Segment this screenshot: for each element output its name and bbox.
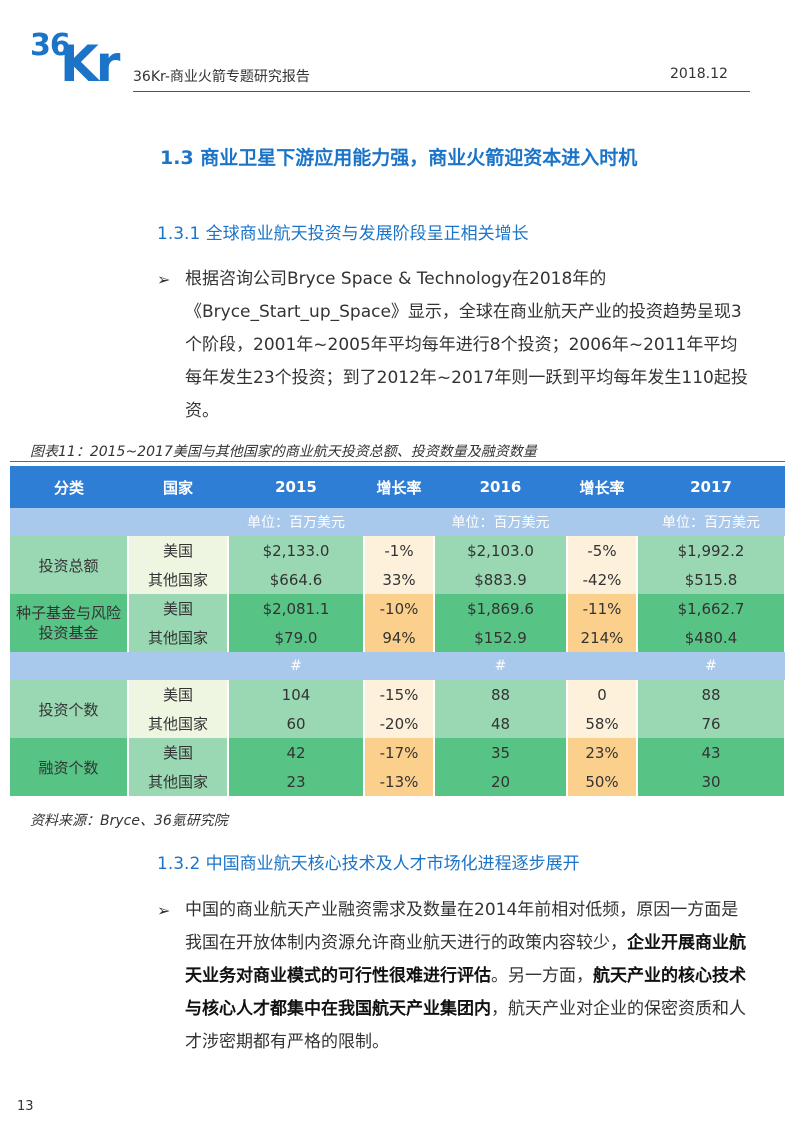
- page-number: 13: [17, 1099, 34, 1114]
- subsection-title-2: 1.3.2 中国商业航天核心技术及人才市场化进程逐步展开: [157, 854, 580, 874]
- value-cell: 60: [228, 709, 365, 738]
- value-cell: $515.8: [637, 565, 786, 594]
- table-row: 其他国家 23 -13% 20 50% 30: [10, 767, 786, 796]
- category-cell: 种子基金与风险投资基金: [10, 594, 129, 652]
- rate-cell: -17%: [364, 738, 435, 767]
- value-cell: 43: [637, 738, 786, 767]
- value-cell: 35: [434, 738, 568, 767]
- header-divider: [133, 91, 750, 92]
- value-cell: $2,103.0: [434, 536, 568, 565]
- value-cell: 104: [228, 680, 365, 709]
- paragraph-china: 中国的商业航天产业融资需求及数量在2014年前相对低频，原因一方面是我国在开放体…: [185, 894, 750, 1059]
- country-cell: 其他国家: [128, 767, 229, 796]
- table-row: 投资个数 美国 104 -15% 88 0 88: [10, 680, 786, 738]
- rate-cell: 214%: [567, 623, 638, 652]
- table-row: 种子基金与风险投资基金 美国 $2,081.1 -10% $1,869.6 -1…: [10, 594, 786, 652]
- value-cell: $480.4: [637, 623, 786, 652]
- col-header-category: 分类: [10, 466, 128, 508]
- value-cell: $883.9: [434, 565, 568, 594]
- rate-cell: -15%: [364, 680, 435, 709]
- rate-cell: 23%: [567, 738, 638, 767]
- figure-caption: 图表11：2015~2017美国与其他国家的商业航天投资总额、投资数量及融资数量: [30, 444, 537, 460]
- rate-cell: 50%: [567, 767, 638, 796]
- table-row: 投资总额 美国 $2,133.0 -1% $2,103.0 -5% $1,992…: [10, 536, 786, 594]
- country-cell: 美国: [128, 594, 229, 623]
- value-cell: $79.0: [228, 623, 365, 652]
- value-cell: 30: [637, 767, 786, 796]
- subsection-title-1: 1.3.1 全球商业航天投资与发展阶段呈正相关增长: [157, 224, 529, 244]
- unit-label: 单位：百万美元: [637, 508, 785, 536]
- table-row: 其他国家 $79.0 94% $152.9 214% $480.4: [10, 623, 786, 652]
- paragraph-emphasis: 航天产业的核心技术与核心人才都集中在我国航天产业集团内: [185, 966, 746, 1019]
- value-cell: 88: [434, 680, 568, 709]
- country-cell: 其他国家: [128, 623, 229, 652]
- col-header-2015: 2015: [228, 466, 364, 508]
- count-unit-label: #: [637, 652, 785, 680]
- table-row: 融资个数 美国 42 -17% 35 23% 43: [10, 738, 786, 796]
- unit-label: 单位：百万美元: [434, 508, 567, 536]
- table-row: 其他国家 $664.6 33% $883.9 -42% $515.8: [10, 565, 786, 594]
- value-cell: $2,081.1: [228, 594, 365, 623]
- logo-number: 36: [30, 28, 71, 63]
- value-cell: 48: [434, 709, 568, 738]
- country-cell: 其他国家: [128, 565, 229, 594]
- paragraph-investment: 根据咨询公司Bryce Space & Technology在2018年的《Br…: [185, 269, 748, 421]
- brand-logo: 36 Kr: [30, 28, 140, 90]
- category-cell: 投资总额: [10, 536, 129, 594]
- country-cell: 其他国家: [128, 709, 229, 738]
- unit-row: 单位：百万美元 单位：百万美元 单位：百万美元: [10, 508, 785, 536]
- table-row: 其他国家 60 -20% 48 58% 76: [10, 709, 786, 738]
- value-cell: 88: [637, 680, 786, 709]
- report-date: 2018.12: [670, 66, 728, 82]
- country-cell: 美国: [128, 738, 229, 767]
- report-title: 36Kr-商业火箭专题研究报告: [133, 69, 310, 85]
- col-header-rate-2: 增长率: [567, 466, 637, 508]
- col-header-2016: 2016: [434, 466, 567, 508]
- rate-cell: 0: [567, 680, 638, 709]
- count-unit-label: #: [434, 652, 567, 680]
- rate-cell: 94%: [364, 623, 435, 652]
- value-cell: $1,992.2: [637, 536, 786, 565]
- investment-table: 分类 国家 2015 增长率 2016 增长率 2017 单位：百万美元 单位：…: [10, 466, 786, 796]
- count-unit-row: # # #: [10, 652, 785, 680]
- paragraph-text: ，航天产业对企业的保密资质和人才涉密期都有严格的限制。: [185, 999, 746, 1052]
- value-cell: $1,869.6: [434, 594, 568, 623]
- paragraph-emphasis: 企业开展商业航天业务对商业模式的可行性很难进行评估: [185, 933, 746, 986]
- bullet-arrow-icon: ➢: [157, 270, 171, 289]
- paragraph-text: 。另一方面，: [491, 966, 593, 986]
- rate-cell: -42%: [567, 565, 638, 594]
- table-header-row: 分类 国家 2015 增长率 2016 增长率 2017: [10, 466, 785, 508]
- value-cell: 20: [434, 767, 568, 796]
- rate-cell: -13%: [364, 767, 435, 796]
- rate-cell: -20%: [364, 709, 435, 738]
- value-cell: 23: [228, 767, 365, 796]
- col-header-country: 国家: [128, 466, 228, 508]
- rate-cell: 33%: [364, 565, 435, 594]
- col-header-rate-1: 增长率: [364, 466, 434, 508]
- rate-cell: -11%: [567, 594, 638, 623]
- value-cell: $1,662.7: [637, 594, 786, 623]
- section-title: 1.3 商业卫星下游应用能力强，商业火箭迎资本进入时机: [160, 147, 638, 169]
- col-header-2017: 2017: [637, 466, 785, 508]
- rate-cell: -5%: [567, 536, 638, 565]
- country-cell: 美国: [128, 680, 229, 709]
- caption-divider: [10, 461, 785, 462]
- category-cell: 投资个数: [10, 680, 129, 738]
- unit-label: 单位：百万美元: [228, 508, 364, 536]
- logo-letters: Kr: [60, 35, 120, 93]
- category-cell: 融资个数: [10, 738, 129, 796]
- bullet-arrow-icon: ➢: [157, 901, 171, 920]
- country-cell: 美国: [128, 536, 229, 565]
- paragraph-text: 中国的商业航天产业融资需求及数量在2014年前相对低频，原因一方面是我国在开放体…: [185, 900, 739, 953]
- rate-cell: -1%: [364, 536, 435, 565]
- value-cell: $2,133.0: [228, 536, 365, 565]
- count-unit-label: #: [228, 652, 364, 680]
- rate-cell: -10%: [364, 594, 435, 623]
- value-cell: $664.6: [228, 565, 365, 594]
- rate-cell: 58%: [567, 709, 638, 738]
- value-cell: 76: [637, 709, 786, 738]
- figure-source: 资料来源：Bryce、36氪研究院: [30, 813, 228, 829]
- value-cell: 42: [228, 738, 365, 767]
- value-cell: $152.9: [434, 623, 568, 652]
